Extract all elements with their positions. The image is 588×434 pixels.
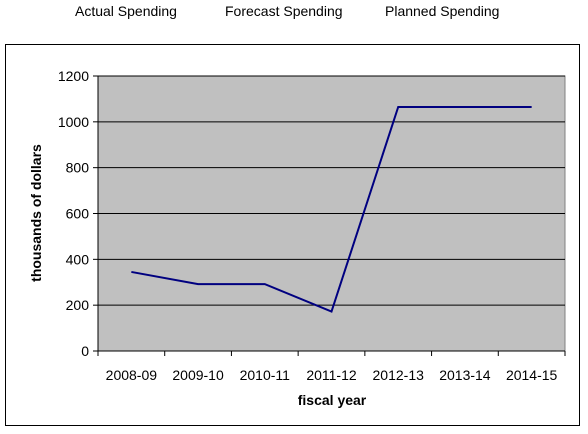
x-tick-label: 2013-14 — [439, 367, 491, 383]
x-tick-label: 2010-11 — [240, 367, 291, 383]
y-tick-label: 1200 — [58, 68, 89, 84]
legend-item-planned: Planned Spending — [385, 3, 500, 19]
series-group — [131, 105, 532, 313]
y-tick-label: 1000 — [58, 114, 89, 130]
x-tick-label: 2014-15 — [506, 367, 558, 383]
legend-item-forecast: Forecast Spending — [225, 3, 343, 19]
x-tick-label: 2012-13 — [373, 367, 425, 383]
y-tick-label: 600 — [66, 206, 90, 222]
x-tick-label: 2011-12 — [306, 367, 357, 383]
x-tick-label: 2008-09 — [106, 367, 158, 383]
gridlines — [98, 75, 565, 306]
y-tick-label: 800 — [66, 160, 90, 176]
x-tick-label: 2009-10 — [172, 367, 224, 383]
y-axis-ticks: 0 200 400 600 800 1000 1200 — [58, 68, 98, 359]
y-tick-label: 400 — [66, 251, 90, 267]
y-tick-label: 200 — [66, 297, 90, 313]
y-axis-title: thousands of dollars — [28, 144, 44, 282]
x-axis-title: fiscal year — [298, 392, 367, 408]
y-tick-label: 0 — [81, 343, 89, 359]
legend-item-actual: Actual Spending — [75, 3, 177, 19]
x-axis-ticks: 2008-09 2009-10 2010-11 2011-12 2012-13 2013-… — [97, 351, 566, 383]
